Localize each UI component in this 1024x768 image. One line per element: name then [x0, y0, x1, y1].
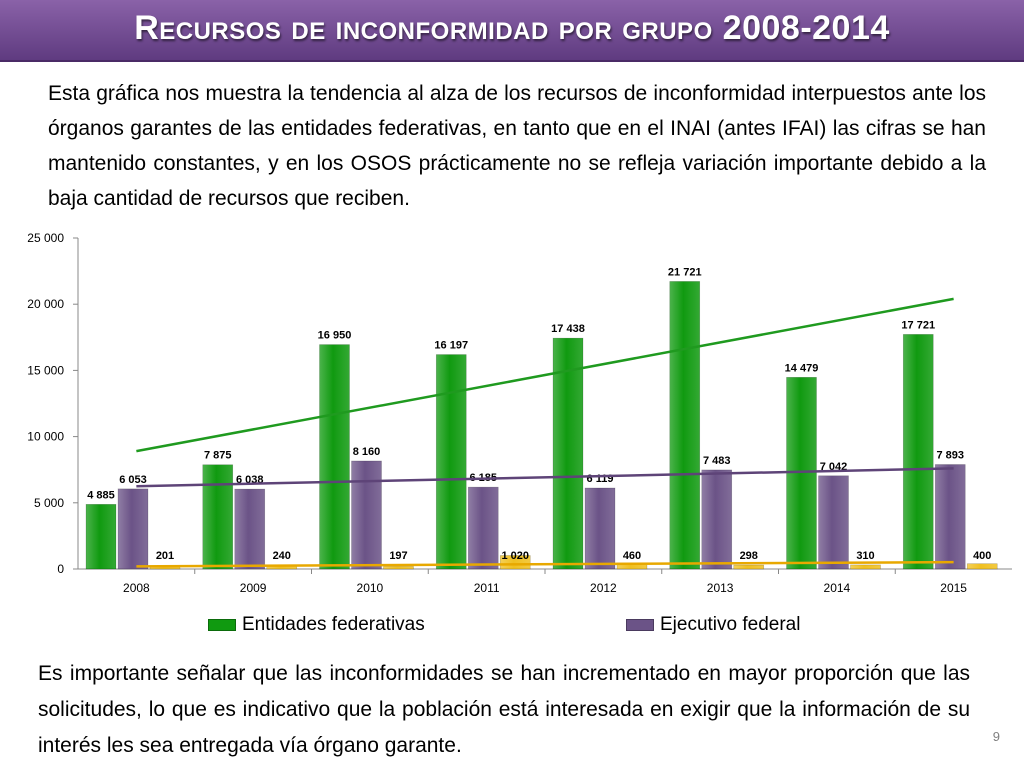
x-tick-label: 2008 — [123, 581, 150, 595]
chart-legend: Entidades federativas Ejecutivo federal — [0, 614, 1024, 638]
bar-entidades — [552, 337, 584, 570]
data-label-entidades: 4 885 — [87, 489, 115, 501]
intro-paragraph: Esta gráfica nos muestra la tendencia al… — [48, 82, 986, 210]
data-label-osos: 298 — [740, 550, 758, 562]
slide-title: Recursos de inconformidad por grupo 2008… — [134, 9, 890, 47]
data-label-entidades: 17 438 — [551, 323, 585, 335]
data-label-ejecutivo: 7 483 — [703, 455, 731, 467]
x-tick-label: 2011 — [474, 581, 500, 595]
y-tick-label: 25 000 — [27, 231, 64, 245]
x-tick-label: 2012 — [590, 581, 617, 595]
data-label-osos: 1 020 — [501, 550, 529, 562]
trendline-osos — [136, 560, 954, 568]
bar-ejecutivo — [117, 488, 149, 570]
bar-ejecutivo — [351, 460, 382, 570]
data-label-entidades: 21 721 — [668, 266, 702, 278]
trendline-entidades — [136, 297, 954, 453]
bar-entidades — [669, 281, 701, 570]
title-bar: Recursos de inconformidad por grupo 2008… — [0, 0, 1024, 62]
data-label-entidades: 14 479 — [785, 362, 819, 374]
bar-chart: 0 5 000 10 000 15 000 20 000 25 000 4 885 6 053… — [27, 231, 1012, 595]
bar-osos — [733, 564, 765, 570]
x-tick-label: 2010 — [357, 581, 384, 595]
bar-entidades — [85, 504, 117, 570]
bar-entidades — [435, 354, 467, 570]
bar-ejecutivo — [934, 464, 966, 570]
data-label-entidades: 16 950 — [318, 330, 352, 342]
y-tick-label: 10 000 — [27, 430, 64, 444]
legend-item-ejecutivo: Ejecutivo federal — [626, 614, 800, 636]
bar-ejecutivo — [234, 488, 266, 570]
legend-label-entidades: Entidades federativas — [242, 614, 425, 635]
bar-ejecutivo — [467, 486, 499, 570]
data-label-osos: 460 — [623, 550, 641, 562]
data-label-osos: 240 — [273, 550, 291, 562]
legend-swatch-ejecutivo — [626, 619, 654, 631]
x-tick-label: 2014 — [824, 581, 851, 595]
y-tick-label: 0 — [57, 562, 64, 576]
legend-swatch-entidades — [208, 619, 236, 631]
legend-item-entidades: Entidades federativas — [208, 614, 425, 636]
bar-entidades — [319, 344, 350, 570]
bar-ejecutivo — [701, 469, 733, 570]
bar-entidades — [902, 334, 934, 570]
data-label-ejecutivo: 6 053 — [119, 474, 147, 486]
conclusion-paragraph: Es importante señalar que las inconformi… — [38, 662, 970, 757]
y-tick-label: 20 000 — [27, 297, 64, 311]
y-tick-label: 5 000 — [34, 496, 64, 510]
bar-ejecutivo — [818, 475, 849, 570]
data-label-ejecutivo: 8 160 — [353, 446, 381, 458]
bar-entidades — [202, 464, 234, 570]
bar-osos — [850, 564, 881, 570]
legend-label-ejecutivo: Ejecutivo federal — [660, 614, 801, 635]
x-tick-label: 2013 — [707, 581, 734, 595]
data-label-entidades: 7 875 — [204, 450, 232, 462]
x-tick-label: 2015 — [940, 581, 967, 595]
data-label-entidades: 16 197 — [434, 340, 468, 352]
data-label-ejecutivo: 7 893 — [936, 449, 964, 461]
bar-osos — [383, 566, 414, 570]
data-label-entidades: 17 721 — [901, 319, 935, 331]
bar-osos — [966, 563, 998, 570]
data-label-osos: 201 — [156, 550, 174, 562]
page-number: 9 — [992, 729, 1000, 744]
data-label-osos: 310 — [856, 550, 874, 562]
data-label-osos: 197 — [389, 550, 407, 562]
y-tick-label: 15 000 — [27, 363, 64, 377]
bar-ejecutivo — [584, 487, 616, 570]
x-tick-label: 2009 — [240, 581, 267, 595]
data-label-osos: 400 — [973, 550, 991, 562]
trendline-ejecutivo — [136, 467, 954, 488]
